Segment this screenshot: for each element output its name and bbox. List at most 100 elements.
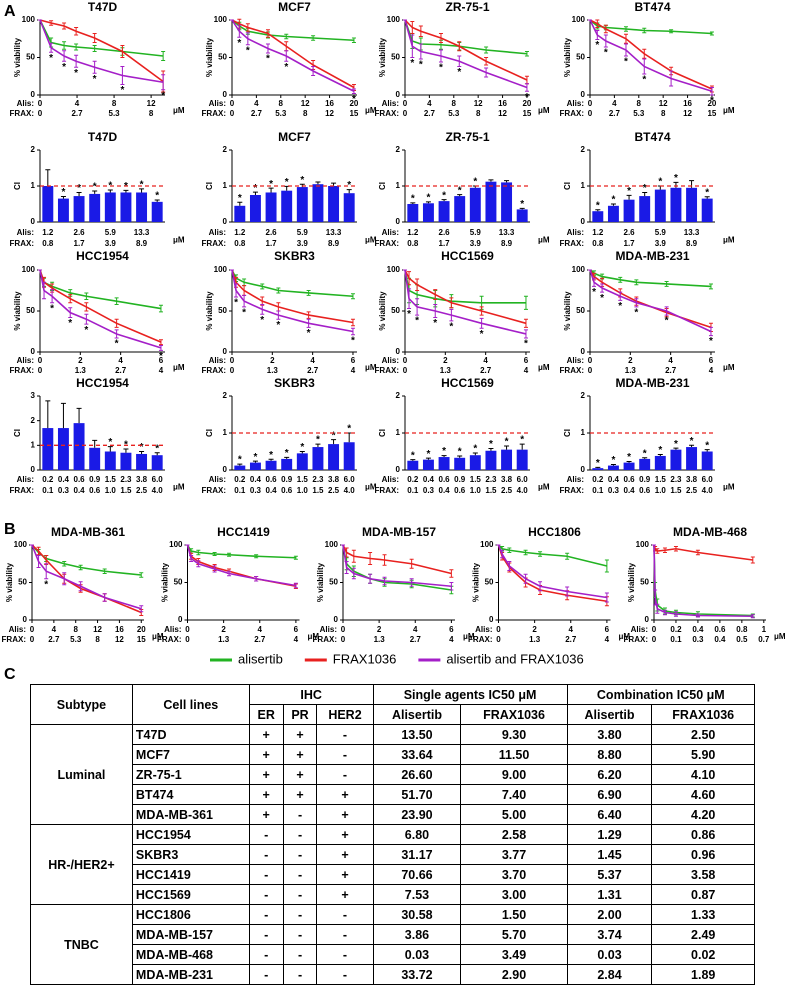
x-unit: μM xyxy=(619,632,631,641)
bar xyxy=(701,451,713,470)
table-cell: + xyxy=(248,784,284,805)
x-tick-label: 6 xyxy=(294,625,299,634)
significance-star: * xyxy=(260,315,264,326)
x2-tick-label: 1.5 xyxy=(312,486,324,495)
x-unit: μM xyxy=(774,632,785,641)
significance-star: * xyxy=(410,58,414,69)
significance-star: * xyxy=(600,293,604,304)
bar xyxy=(57,428,69,470)
error-bar xyxy=(595,466,601,469)
table-cell: - xyxy=(316,924,374,945)
x-tick-label: 4 xyxy=(118,356,123,365)
x-row-label: Alis: xyxy=(17,475,34,484)
significance-star: * xyxy=(284,62,288,73)
table-cell: + xyxy=(316,784,374,805)
x-tick-label: 3.8 xyxy=(328,475,340,484)
y-tick-label: 0 xyxy=(396,90,401,99)
error-bar xyxy=(44,563,49,580)
x2-tick-label: 8.9 xyxy=(501,239,513,248)
x2-tick-label: 0.3 xyxy=(250,486,262,495)
table-cell: 6.20 xyxy=(566,764,653,785)
series-line xyxy=(404,269,526,304)
x-unit: μM xyxy=(538,106,550,115)
error-bar xyxy=(418,25,423,37)
bar xyxy=(670,187,682,222)
error-bar xyxy=(331,439,337,445)
bar xyxy=(516,209,528,222)
bar xyxy=(296,453,308,470)
y-axis-label: % viability xyxy=(13,37,22,77)
y-axis-label: % viability xyxy=(627,562,636,602)
significance-star: * xyxy=(316,435,320,446)
bar xyxy=(281,190,293,222)
error-bar xyxy=(276,287,281,294)
significance-star: * xyxy=(624,57,628,68)
x2-tick-label: 2.7 xyxy=(48,635,60,644)
y-tick-label: 100 xyxy=(22,265,36,274)
error-bar xyxy=(92,60,97,74)
y-axis-label: % viability xyxy=(563,37,572,77)
x-tick-label: 6 xyxy=(605,625,610,634)
x-row-label: Alis: xyxy=(567,356,584,365)
x2-tick-label: 0 xyxy=(652,635,657,644)
error-bar xyxy=(523,573,528,584)
bar xyxy=(73,423,85,470)
table-cell: + xyxy=(248,744,284,765)
error-bar xyxy=(673,181,679,188)
error-bar xyxy=(592,277,597,287)
x2-row-label: FRAX: xyxy=(10,109,34,118)
table-cell: MDA-MB-231 xyxy=(131,964,250,985)
y-tick-label: 2 xyxy=(31,145,36,154)
table-row: MDA-MB-361 + - +23.90 5.00 6.40 4.20 xyxy=(31,804,755,825)
x2-tick-label: 1.3 xyxy=(374,635,386,644)
y-tick-label: 0 xyxy=(396,347,401,356)
error-bar xyxy=(709,87,714,96)
error-bar xyxy=(252,191,258,195)
table-row: SKBR3- - +31.17 3.77 1.45 0.96 xyxy=(31,844,755,865)
significance-star: * xyxy=(108,437,112,448)
error-bar xyxy=(350,318,355,327)
x-tick-label: 0.6 xyxy=(439,475,451,484)
table-cell: 6.40 xyxy=(566,804,653,825)
error-bar xyxy=(708,326,713,337)
y-tick-label: 2 xyxy=(581,145,586,154)
table-cell: - xyxy=(248,944,284,965)
table-cell: 70.66 xyxy=(372,864,462,885)
subtype-cell: Luminal xyxy=(30,724,133,825)
table-cell: 6.80 xyxy=(372,824,462,845)
x2-tick-label: 1.3 xyxy=(625,366,637,375)
error-bar xyxy=(695,613,700,618)
bar xyxy=(151,201,163,222)
error-bar xyxy=(618,276,623,283)
x2-tick-label: 15 xyxy=(522,109,531,118)
significance-star: * xyxy=(442,190,446,201)
table-cell: 0.02 xyxy=(651,944,755,965)
bar xyxy=(516,449,528,470)
table-cell: 5.37 xyxy=(566,864,653,885)
table-cell: + xyxy=(316,824,374,845)
x2-tick-label: 2.7 xyxy=(307,366,319,375)
series-line xyxy=(404,19,528,81)
significance-star: * xyxy=(642,75,646,86)
error-bar xyxy=(662,547,667,553)
significance-star: * xyxy=(524,339,528,350)
y-tick-label: 50 xyxy=(26,306,35,315)
chart-title: MCF7 xyxy=(278,0,311,14)
significance-star: * xyxy=(634,308,638,319)
series-line xyxy=(39,19,164,84)
legend-label: alisertib and FRAX1036 xyxy=(446,651,583,666)
x-tick-label: 0.8 xyxy=(736,625,748,634)
chart-title: HCC1569 xyxy=(441,376,494,390)
x2-tick-label: 0 xyxy=(230,366,235,375)
error-bar xyxy=(673,546,678,552)
table-cell: - xyxy=(248,904,284,925)
bar xyxy=(469,187,481,222)
x-unit: μM xyxy=(173,106,185,115)
error-bar xyxy=(519,443,525,450)
error-bar xyxy=(623,33,628,44)
y-axis-label: CI xyxy=(378,429,387,437)
error-bar xyxy=(92,190,98,194)
error-bar xyxy=(49,20,54,26)
